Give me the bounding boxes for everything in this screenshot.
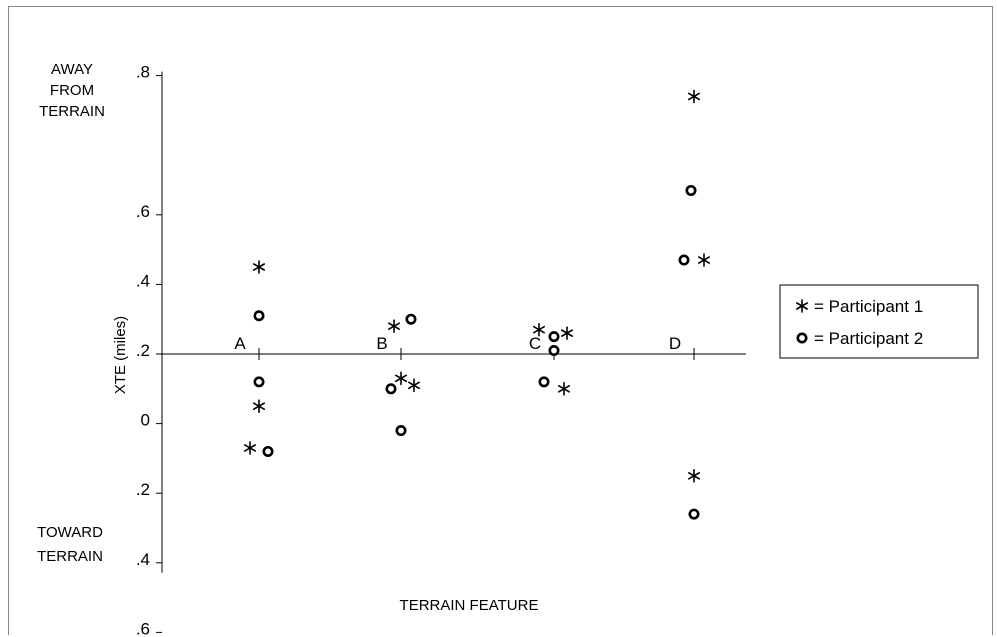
y-axis-title: XTE (miles): [112, 316, 129, 394]
data-point-participant-2: [405, 313, 417, 325]
data-point-participant-2: [253, 376, 265, 388]
legend-label: = Participant 1: [814, 297, 923, 316]
x-axis-title: TERRAIN FEATURE: [400, 597, 539, 614]
annotation-toward-terrain: TOWARD: [37, 524, 103, 541]
data-point-participant-1: [253, 260, 265, 274]
legend: = Participant 1 = Participant 2: [779, 284, 979, 359]
data-point-participant-1: [561, 326, 573, 340]
y-tick-label: .6: [136, 619, 150, 637]
category-label: B: [376, 334, 387, 353]
y-tick-label: .4: [136, 550, 150, 569]
data-point-participant-1: [408, 378, 420, 393]
category-label: D: [669, 334, 681, 353]
annotation-away-from-terrain: FROM: [50, 82, 94, 99]
category-label: A: [234, 334, 246, 353]
data-point-participant-2: [262, 445, 274, 457]
data-point-participant-1: [395, 371, 407, 386]
legend-label: = Participant 2: [814, 329, 923, 348]
y-tick-label: .8: [136, 63, 150, 82]
category-label: C: [529, 334, 541, 353]
legend-circle-icon: [796, 332, 808, 344]
data-point-participant-2: [253, 310, 265, 322]
annotation-away-from-terrain: TERRAIN: [39, 103, 105, 120]
chart-frame: [8, 6, 993, 635]
data-point-participant-1: [533, 322, 545, 337]
data-point-participant-2: [385, 383, 397, 395]
data-point-participant-1: [688, 89, 700, 104]
legend-asterisk-icon: [796, 299, 808, 313]
data-point-participant-2: [548, 331, 560, 343]
data-point-participant-2: [678, 254, 690, 266]
data-point-participant-1: [698, 253, 710, 267]
data-point-participant-1: [253, 399, 265, 414]
data-point-participant-1: [688, 468, 700, 483]
data-point-participant-2: [548, 345, 560, 357]
data-point-participant-2: [685, 184, 697, 196]
data-point-participant-1: [558, 381, 570, 396]
y-tick-label: .2: [136, 480, 150, 499]
annotation-away-from-terrain: AWAY: [51, 61, 93, 78]
legend-box: [779, 284, 979, 359]
data-point-participant-2: [395, 425, 407, 437]
data-point-participant-1: [244, 441, 256, 455]
annotation-toward-terrain: TERRAIN: [37, 548, 103, 565]
data-point-participant-2: [688, 508, 700, 520]
y-tick-label: .2: [136, 341, 150, 360]
y-tick-label: .6: [136, 202, 150, 221]
y-tick-label: .4: [136, 271, 150, 290]
y-tick-label: 0: [141, 411, 150, 430]
data-point-participant-2: [538, 376, 550, 388]
data-point-participant-1: [388, 319, 400, 333]
